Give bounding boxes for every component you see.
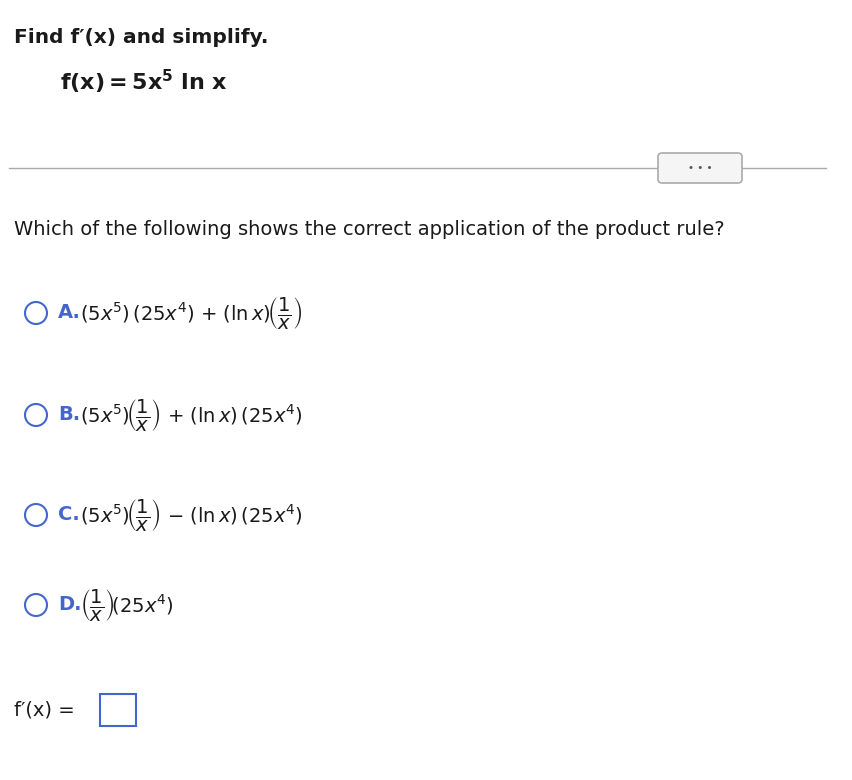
Text: $(5x^{5})\!\left(\dfrac{1}{x}\right)$ + $(\mathrm{ln}\, x)\,(25x^{4})$: $(5x^{5})\!\left(\dfrac{1}{x}\right)$ + … — [80, 397, 302, 433]
Circle shape — [25, 504, 47, 526]
Text: A.: A. — [58, 303, 81, 322]
Text: • • •: • • • — [688, 163, 712, 173]
FancyBboxPatch shape — [100, 694, 136, 726]
Text: $(5x^{5})\!\left(\dfrac{1}{x}\right)$ $-$ $(\mathrm{ln}\, x)\,(25x^{4})$: $(5x^{5})\!\left(\dfrac{1}{x}\right)$ $-… — [80, 497, 302, 533]
Circle shape — [25, 594, 47, 616]
Circle shape — [25, 302, 47, 324]
Text: D.: D. — [58, 595, 82, 615]
Text: f′(x) =: f′(x) = — [14, 700, 75, 719]
FancyBboxPatch shape — [658, 153, 742, 183]
Circle shape — [25, 404, 47, 426]
Text: B.: B. — [58, 406, 80, 424]
Text: Which of the following shows the correct application of the product rule?: Which of the following shows the correct… — [14, 220, 724, 239]
Text: $\left(\dfrac{1}{x}\right)\!(25x^{4})$: $\left(\dfrac{1}{x}\right)\!(25x^{4})$ — [80, 587, 174, 623]
Text: C.: C. — [58, 505, 80, 524]
Text: $(5x^{5})\,(25x^{4})$ + $(\mathrm{ln}\, x)\!\left(\dfrac{1}{x}\right)$: $(5x^{5})\,(25x^{4})$ + $(\mathrm{ln}\, … — [80, 295, 302, 331]
Text: $\mathbf{f(x) = 5x^{5}\ ln\ x}$: $\mathbf{f(x) = 5x^{5}\ ln\ x}$ — [60, 68, 227, 96]
Text: Find f′(x) and simplify.: Find f′(x) and simplify. — [14, 28, 268, 47]
